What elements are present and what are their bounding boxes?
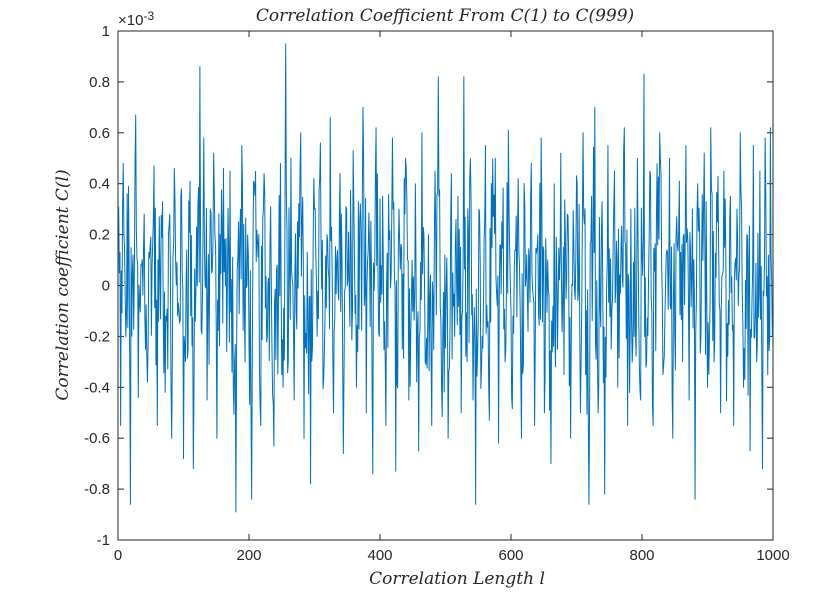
x-tick-label: 800: [629, 547, 654, 564]
x-axis: 0 200 400 600 800 1000: [114, 31, 790, 564]
svg-text:×10-3: ×10-3: [118, 9, 154, 29]
y-axis-label: Correlation coefficient C(l): [53, 169, 73, 400]
y-tick-label: 0.8: [89, 74, 110, 91]
y-tick-label: 0.6: [89, 125, 110, 142]
y-tick-label: -0.6: [84, 430, 110, 447]
chart-title: Correlation Coefficient From C(1) to C(9…: [256, 6, 634, 26]
y-tick-label: -0.8: [84, 481, 110, 498]
y-tick-label: -1: [97, 532, 110, 549]
y-exponent-label: ×10-3: [118, 9, 154, 29]
y-tick-label: -0.4: [84, 379, 110, 396]
x-axis-label: Correlation Length l: [369, 569, 545, 589]
y-tick-label: 0.2: [89, 227, 110, 244]
x-tick-label: 400: [367, 547, 392, 564]
x-tick-label: 200: [236, 547, 261, 564]
y-exponent-base: ×10: [118, 12, 143, 29]
x-tick-label: 0: [114, 547, 122, 564]
y-axis: -1 -0.8 -0.6 -0.4 -0.2 0 0.2 0.4 0.6 0.8 1: [84, 23, 773, 549]
y-tick-label: 0: [102, 278, 110, 295]
x-tick-label: 1000: [756, 547, 789, 564]
x-tick-label: 600: [498, 547, 523, 564]
y-tick-label: 0.4: [89, 176, 110, 193]
y-tick-label: -0.2: [84, 328, 110, 345]
y-tick-label: 1: [102, 23, 110, 40]
y-exponent-power: -3: [143, 9, 154, 23]
series-line: [118, 43, 773, 513]
series-layer: [118, 43, 773, 513]
